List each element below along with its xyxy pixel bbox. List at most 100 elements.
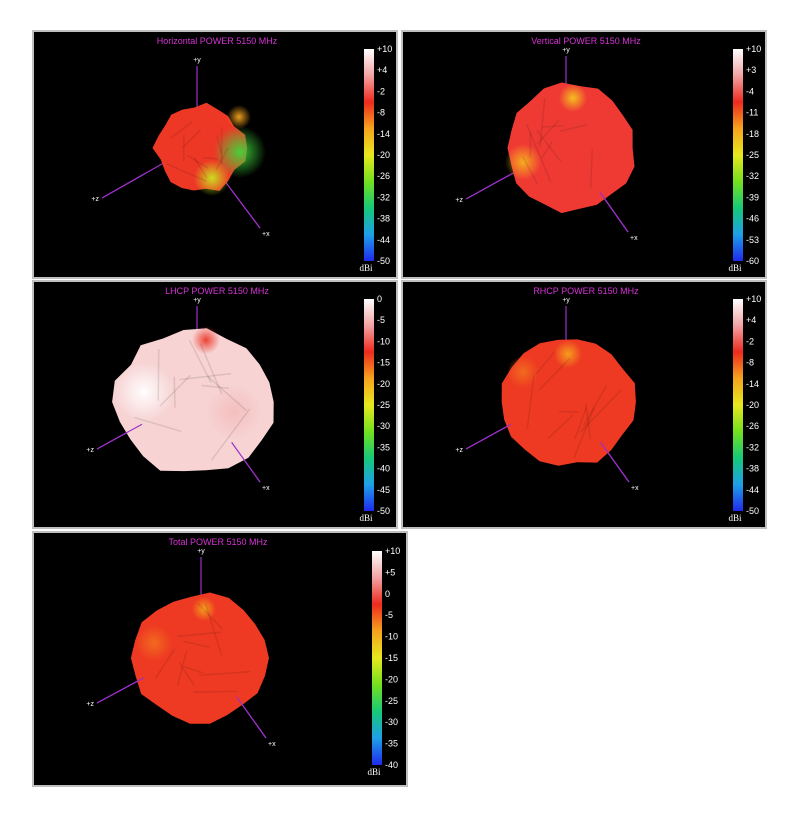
pattern-facet-line	[182, 129, 202, 149]
colorbar-unit: dBi	[367, 767, 381, 777]
colorbar-tick-label: -26	[377, 171, 390, 181]
pattern-facet-line	[574, 406, 588, 439]
colorbar-tick-label: -44	[377, 235, 390, 245]
pattern-facet-line	[539, 98, 546, 148]
x-axis-label: +x	[262, 231, 270, 238]
pattern-panel-lhcp: LHCP POWER 5150 MHz +y +z +x 0 -5 -10 -15 -20 -2…	[32, 280, 398, 529]
pattern-facet-line	[196, 602, 223, 630]
colorbar-unit: dBi	[728, 263, 742, 273]
colorbar-tick-label: -8	[746, 358, 754, 368]
pattern-facet-line	[187, 154, 209, 169]
colorbar-tick-label: -32	[746, 171, 759, 181]
colorbar-tick-label: +4	[746, 315, 756, 325]
colorbar-tick-label: -20	[377, 150, 390, 160]
colorbar-tick-label: -50	[377, 256, 390, 266]
pattern-color-patch	[559, 84, 587, 112]
colorbar-tick-label: -11	[746, 108, 758, 118]
pattern-facet-line	[525, 123, 552, 183]
colorbar-tick-label: -60	[746, 256, 759, 266]
z-axis-label: +z	[86, 447, 94, 454]
pattern-facet-line	[541, 141, 553, 159]
x-axis-label: +x	[630, 235, 638, 242]
y-axis-label: +y	[562, 47, 570, 54]
z-axis-label: +z	[455, 447, 463, 454]
colorbar-tick-label: -40	[377, 464, 390, 474]
pattern-plot-lhcp: LHCP POWER 5150 MHz +y +z +x 0 -5 -10 -15 -20 -2…	[86, 286, 390, 523]
colorbar-tick-label: -25	[746, 150, 759, 160]
colorbar-tick-label: +10	[377, 44, 392, 54]
pattern-facet-line	[559, 123, 588, 132]
radiation-pattern-surface	[130, 592, 269, 724]
pattern-facet-line	[193, 690, 237, 693]
colorbar-tick-label: +3	[746, 65, 756, 75]
panel-title: LHCP POWER 5150 MHz	[165, 286, 269, 296]
pattern-color-patch	[114, 362, 174, 422]
colorbar-tick-label: -39	[746, 192, 759, 202]
colorbar-tick-label: -5	[377, 315, 385, 325]
colorbar: +10 +3 -4 -11 -18 -25 -32 -39 -46 -53 -60 dBi	[728, 44, 761, 273]
colorbar: +10 +5 0 -5 -10 -15 -20 -25 -30 -35 -40 dBi	[367, 546, 400, 777]
x-axis-front	[600, 442, 630, 483]
colorbar-tick-label: +10	[746, 294, 761, 304]
z-axis-front	[465, 173, 512, 200]
pattern-facet-line	[183, 640, 210, 648]
colorbar-tick-label: -50	[377, 506, 390, 516]
colorbar-tick-label: -30	[377, 421, 390, 431]
colorbar-tick-label: 0	[385, 589, 390, 599]
radiation-pattern-surface	[507, 82, 635, 214]
colorbar-tick-label: +10	[385, 546, 400, 556]
colorbar-gradient	[733, 299, 743, 511]
colorbar-tick-label: -40	[385, 760, 398, 770]
colorbar-tick-label: -4	[746, 86, 754, 96]
pattern-facet-line	[201, 384, 229, 390]
y-axis-label: +y	[562, 297, 570, 304]
pattern-panel-horizontal: Horizontal POWER 5150 MHz +y +z +x +10 +4 -2 -…	[32, 30, 398, 279]
pattern-facet-line	[522, 156, 538, 185]
x-axis-front	[231, 442, 261, 483]
pattern-facet-line	[215, 147, 229, 171]
pattern-color-patch	[554, 340, 582, 368]
colorbar-tick-label: -53	[746, 235, 759, 245]
colorbar: 0 -5 -10 -15 -20 -25 -30 -35 -40 -45 -50 dBi	[359, 294, 390, 523]
colorbar-tick-label: -20	[377, 379, 390, 389]
pattern-facet-line	[193, 157, 208, 178]
x-axis-label: +x	[268, 741, 276, 748]
panel-title: Total POWER 5150 MHz	[168, 537, 268, 547]
colorbar-tick-label: -30	[385, 717, 398, 727]
z-axis-front	[465, 423, 512, 450]
pattern-panel-rhcp: RHCP POWER 5150 MHz +y +z +x +10 +4 -2 -8 -14 -2…	[401, 280, 767, 529]
colorbar-gradient	[364, 299, 374, 511]
z-axis-front	[96, 423, 143, 450]
pattern-facet-line	[173, 376, 176, 408]
panel-title: RHCP POWER 5150 MHz	[533, 286, 639, 296]
y-axis-label: +y	[193, 57, 201, 64]
colorbar-gradient	[372, 551, 382, 765]
colorbar-tick-label: -2	[746, 336, 754, 346]
pattern-facet-line	[584, 402, 592, 440]
z-axis-front	[101, 173, 146, 199]
colorbar-tick-label: -20	[385, 674, 398, 684]
colorbar-tick-label: -18	[746, 129, 759, 139]
pattern-color-patch	[206, 384, 262, 440]
pattern-color-patch	[214, 126, 266, 178]
pattern-facet-line	[536, 129, 562, 163]
colorbar-tick-label: -25	[377, 400, 390, 410]
pattern-facet-line	[199, 343, 223, 395]
colorbar-tick-label: +5	[385, 567, 395, 577]
pattern-facet-line	[583, 385, 607, 427]
pattern-facet-line	[216, 136, 223, 155]
pattern-facet-line	[573, 406, 595, 459]
pattern-facet-line	[204, 602, 223, 656]
pattern-plot-horizontal: Horizontal POWER 5150 MHz +y +z +x +10 +4 -2 -…	[91, 36, 392, 273]
pattern-panel-total: Total POWER 5150 MHz +y +z +x +10 +5 0 -5 -10 -1…	[32, 531, 408, 787]
pattern-facet-line	[202, 156, 219, 160]
colorbar-tick-label: -26	[746, 421, 759, 431]
colorbar-gradient	[733, 49, 743, 261]
colorbar-tick-label: -10	[377, 336, 390, 346]
pattern-facet-line	[159, 374, 191, 407]
x-axis-front	[231, 189, 261, 229]
colorbar-tick-label: -8	[377, 108, 385, 118]
colorbar-tick-label: -20	[746, 400, 759, 410]
colorbar-unit: dBi	[728, 513, 742, 523]
colorbar-tick-label: -32	[746, 442, 759, 452]
